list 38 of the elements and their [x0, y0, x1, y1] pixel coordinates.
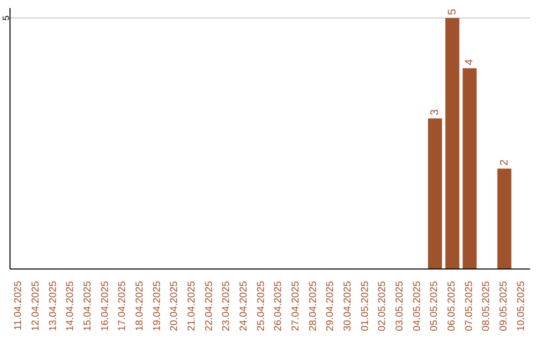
x-tick-label: 12.04.2025 — [30, 280, 42, 332]
x-tick-label: 11.04.2025 — [13, 280, 24, 330]
x-tick-label: 08.05.2025 — [481, 280, 492, 332]
bar — [497, 168, 512, 269]
x-tick-label: 30.04.2025 — [342, 280, 354, 332]
x-tick-label: 06.05.2025 — [446, 280, 458, 332]
data-label: 4 — [464, 59, 476, 66]
x-tick-label: 24.04.2025 — [238, 280, 250, 332]
x-tick-label: 20.04.2025 — [169, 280, 180, 332]
x-tick-label: 21.04.2025 — [186, 280, 198, 332]
x-tick-label: 19.04.2025 — [152, 280, 163, 332]
x-tick-label: 23.04.2025 — [221, 280, 232, 332]
bar — [445, 18, 460, 269]
x-tick-label: 29.04.2025 — [325, 280, 336, 332]
x-tick-label: 01.05.2025 — [360, 280, 371, 332]
x-tick-label: 13.04.2025 — [48, 280, 59, 332]
x-tick-label: 28.04.2025 — [308, 280, 319, 332]
bar — [428, 118, 442, 269]
data-label: 5 — [446, 8, 458, 16]
x-tick-label: 10.05.2025 — [516, 280, 527, 332]
data-label: 2 — [498, 159, 510, 166]
bar — [462, 68, 477, 269]
x-tick-label: 22.04.2025 — [204, 280, 215, 332]
x-tick-label: 26.04.2025 — [273, 280, 284, 332]
x-tick-label: 04.05.2025 — [412, 280, 423, 332]
x-tick-label: 27.04.2025 — [290, 280, 302, 332]
x-tick-label: 15.04.2025 — [82, 280, 94, 332]
x-tick-label: 18.04.2025 — [134, 280, 146, 332]
x-tick-label: 07.05.2025 — [464, 280, 475, 332]
x-tick-label: 25.04.2025 — [256, 280, 267, 332]
x-tick-label: 02.05.2025 — [377, 280, 388, 332]
x-tick-label: 14.04.2025 — [65, 280, 76, 332]
x-tick-label: 17.04.2025 — [117, 280, 128, 332]
x-tick-label: 03.05.2025 — [394, 280, 406, 332]
x-tick-label: 09.05.2025 — [498, 280, 510, 332]
x-tick-label: 05.05.2025 — [429, 280, 440, 332]
data-label: 3 — [429, 109, 441, 116]
x-tick-label: 16.04.2025 — [100, 280, 111, 332]
